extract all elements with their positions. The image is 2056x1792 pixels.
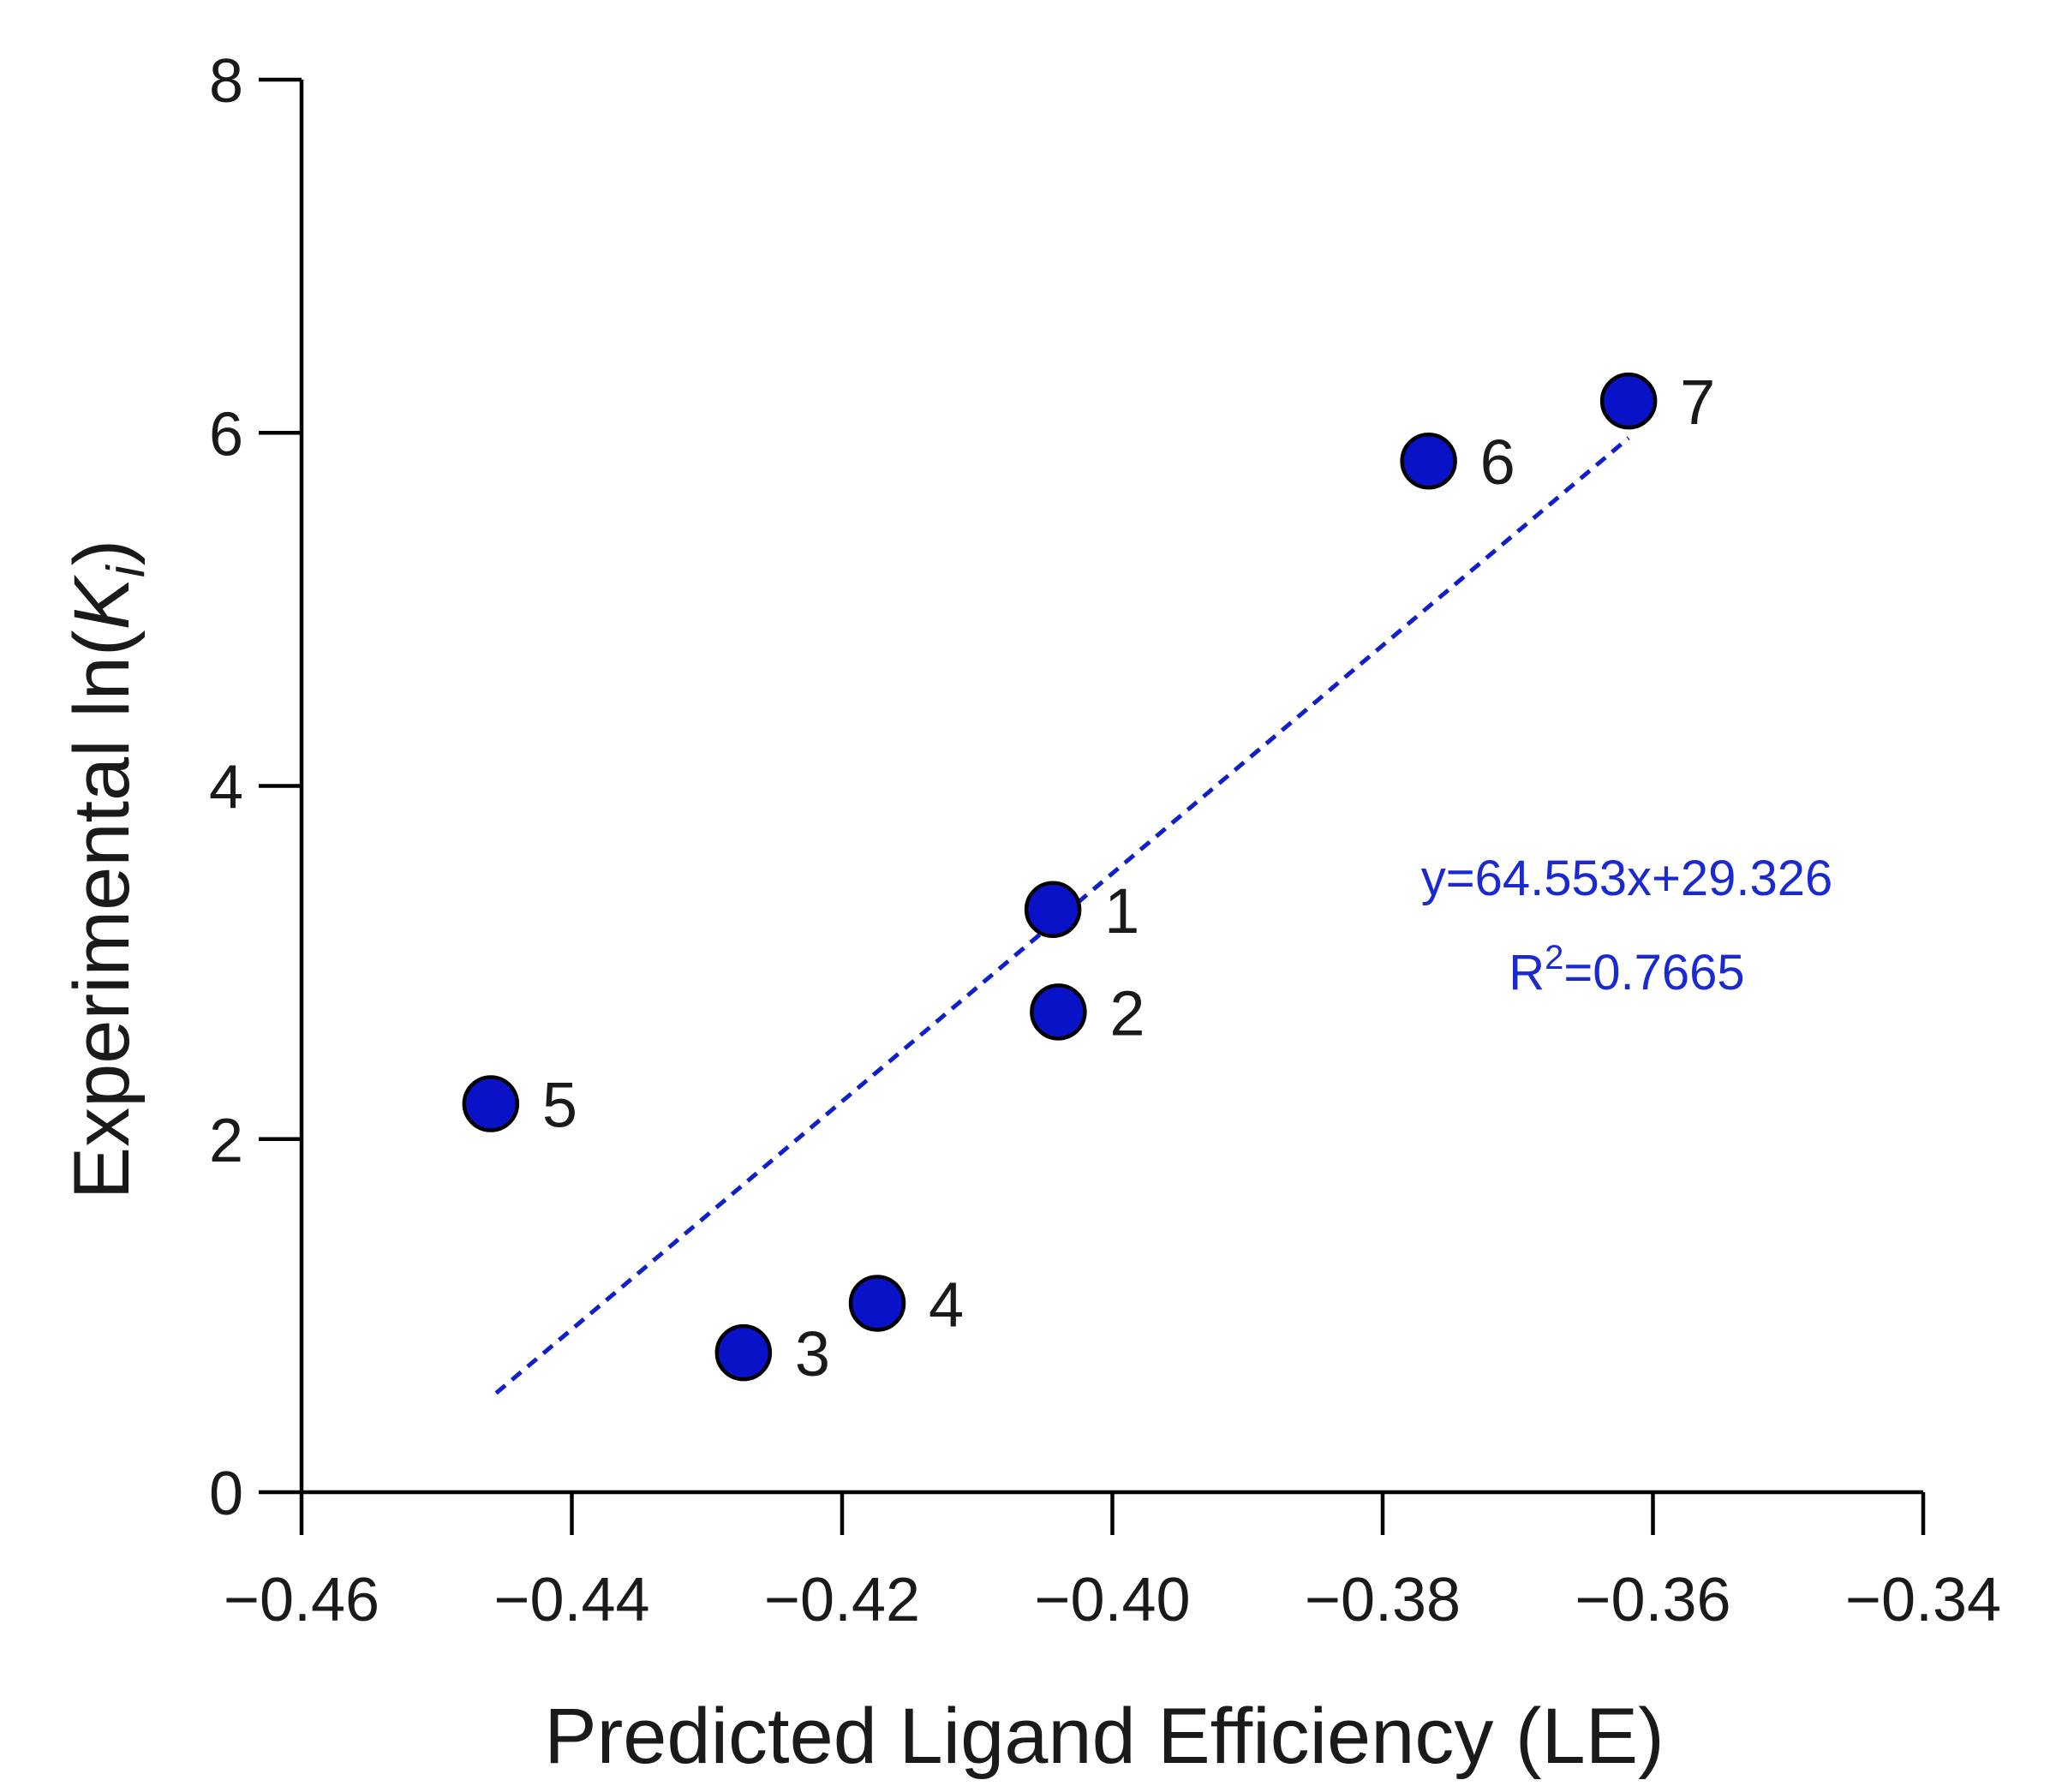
data-point-1 [1024,881,1082,939]
ticks: −0.46 −0.44 −0.42 −0.40 −0.38 −0.36 −0.34 0 2 4 6 8 [209,47,2001,1634]
axes [299,80,1923,1495]
data-point-label-6: 6 [1480,427,1515,498]
data-point-7 [1599,372,1658,430]
y-tick-label: 8 [209,47,243,116]
points-layer: 1 2 3 4 5 6 7 [462,367,1715,1389]
x-tick-label: −0.44 [493,1566,649,1634]
x-axis-title: Predicted Ligand Efficiency (LE) [544,1693,1664,1780]
x-tick-label: −0.42 [764,1566,920,1634]
y-tick-label: 6 [209,400,243,469]
data-point-2 [1030,983,1087,1041]
r2-superscript: 2 [1545,939,1563,977]
data-point-6 [1400,432,1457,490]
r2-value: =0.7665 [1563,945,1744,1001]
y-axis-title-var: K [58,575,146,630]
x-tick-label: −0.34 [1845,1566,2001,1634]
y-axis-title: Experimental ln(Ki) [58,540,156,1200]
r2-prefix: R [1509,945,1545,1001]
y-tick-label: 2 [209,1107,243,1175]
data-point-label-2: 2 [1109,977,1145,1048]
y-axis-title-sub: i [97,564,156,577]
y-axis-title-end: ) [58,540,146,566]
data-point-5 [462,1075,520,1132]
y-tick-label: 0 [209,1460,243,1528]
data-point-4 [848,1275,906,1332]
data-point-3 [714,1323,773,1382]
y-axis-title-main: Experimental ln( [58,630,146,1199]
data-point-label-7: 7 [1680,367,1715,438]
data-point-label-1: 1 [1104,875,1139,947]
x-tick-label: −0.46 [224,1566,380,1634]
x-tick-label: −0.36 [1575,1566,1730,1634]
x-tick-label: −0.40 [1034,1566,1190,1634]
data-point-label-3: 3 [795,1318,830,1389]
x-tick-label: −0.38 [1305,1566,1461,1634]
fit-equation: y=64.553x+29.326 [1421,851,1833,906]
data-point-label-5: 5 [542,1070,577,1141]
y-tick-label: 4 [209,754,243,822]
data-point-label-4: 4 [929,1269,964,1340]
fit-r-squared: R2=0.7665 [1509,939,1744,1001]
